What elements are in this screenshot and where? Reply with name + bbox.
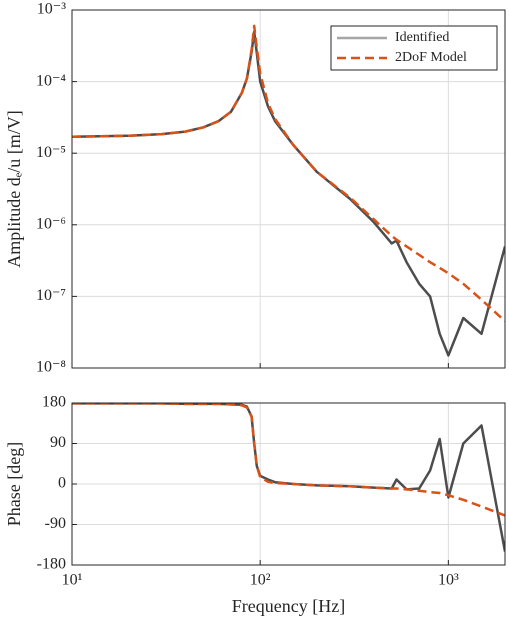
x-tick-label: 10² — [250, 572, 271, 589]
y-tick-label: 90 — [50, 434, 66, 451]
y-tick-label: 10⁻⁵ — [36, 144, 66, 161]
y-tick-label: -180 — [37, 556, 66, 573]
y-tick-label: 10⁻⁸ — [36, 359, 66, 376]
y-tick-label: 10⁻⁶ — [36, 215, 66, 232]
axes-box — [71, 402, 506, 566]
y-tick-label: 0 — [58, 475, 66, 492]
legend-label: Identified — [395, 30, 449, 45]
y-tick-label: 10⁻³ — [37, 1, 66, 18]
y-tick-label: 180 — [42, 394, 66, 411]
y-tick-label: 10⁻⁴ — [36, 72, 66, 89]
x-tick-label: 10³ — [438, 572, 459, 589]
y-axis-label: Phase [deg] — [4, 442, 24, 526]
axes-box — [71, 9, 506, 369]
y-tick-label: 10⁻⁷ — [36, 287, 66, 304]
legend-label: 2DoF Model — [395, 50, 467, 65]
series-line — [72, 24, 505, 323]
legend-box — [330, 25, 498, 71]
x-tick-label: 10¹ — [62, 572, 83, 589]
y-tick-label: -90 — [45, 515, 66, 532]
x-axis-label: Frequency [Hz] — [232, 596, 345, 616]
y-axis-label: Amplitude dₑ/u [m/V] — [4, 110, 24, 268]
series-line — [72, 403, 505, 517]
